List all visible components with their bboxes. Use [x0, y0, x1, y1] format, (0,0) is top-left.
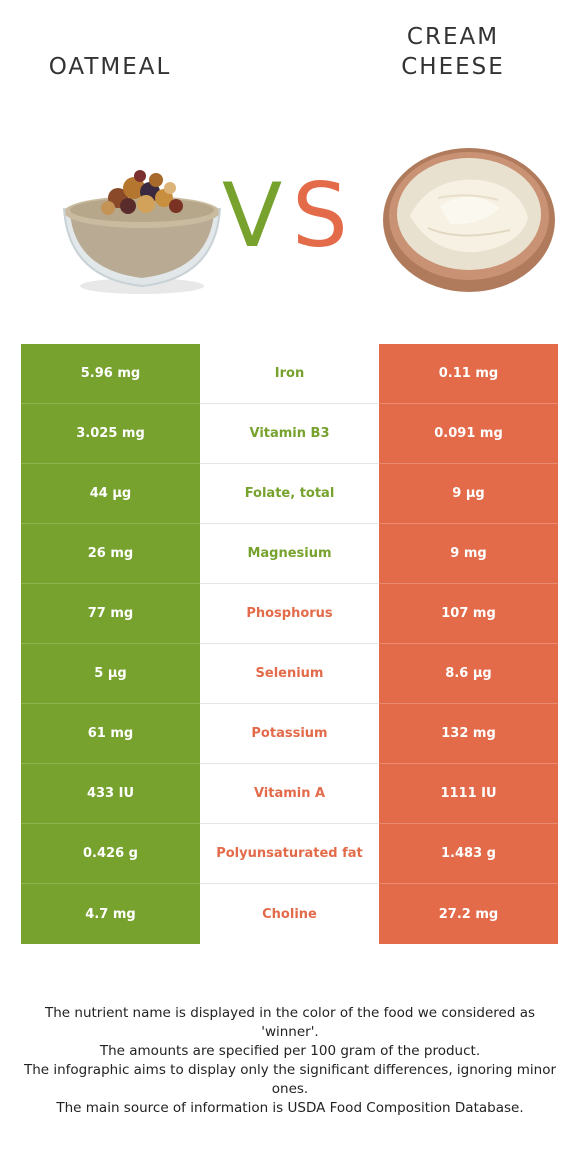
- cream-cheese-title: CREAM CHEESE: [368, 22, 538, 82]
- nutrient-name: Potassium: [200, 704, 379, 764]
- cream-cheese-value: 0.091 mg: [379, 404, 558, 464]
- oatmeal-value: 5 µg: [21, 644, 200, 704]
- oatmeal-value: 0.426 g: [21, 824, 200, 884]
- nutrient-name: Magnesium: [200, 524, 379, 584]
- footer-line-winner: The nutrient name is displayed in the co…: [44, 1005, 536, 1040]
- nutrient-name: Selenium: [200, 644, 379, 704]
- oatmeal-value: 3.025 mg: [21, 404, 200, 464]
- nutrient-name: Vitamin B3: [200, 404, 379, 464]
- oatmeal-value: 77 mg: [21, 584, 200, 644]
- nutrient-name: Choline: [200, 884, 379, 944]
- cream-cheese-value: 9 µg: [379, 464, 558, 524]
- oatmeal-value: 433 IU: [21, 764, 200, 824]
- oatmeal-value: 5.96 mg: [21, 344, 200, 404]
- oatmeal-value: 26 mg: [21, 524, 200, 584]
- vs-letter-v: V: [222, 164, 283, 267]
- oatmeal-bowl-image: [63, 170, 221, 294]
- nutrient-name: Iron: [200, 344, 379, 404]
- comparison-table: 5.96 mg Iron 0.11 mg 3.025 mg Vitamin B3 0.09…: [21, 344, 558, 944]
- table-row: 5.96 mg Iron 0.11 mg: [21, 344, 558, 404]
- table-row: 433 IU Vitamin A 1111 IU: [21, 764, 558, 824]
- cream-cheese-value: 8.6 µg: [379, 644, 558, 704]
- table-row: 4.7 mg Choline 27.2 mg: [21, 884, 558, 944]
- nutrient-name: Phosphorus: [200, 584, 379, 644]
- nutrient-name: Folate, total: [200, 464, 379, 524]
- table-row: 5 µg Selenium 8.6 µg: [21, 644, 558, 704]
- nutrient-name: Polyunsaturated fat: [200, 824, 379, 884]
- cream-cheese-value: 1111 IU: [379, 764, 558, 824]
- nutrient-name: Vitamin A: [200, 764, 379, 824]
- cream-cheese-value: 27.2 mg: [379, 884, 558, 944]
- table-row: 26 mg Magnesium 9 mg: [21, 524, 558, 584]
- cream-cheese-title-line2: CHEESE: [401, 54, 505, 80]
- cream-cheese-value: 0.11 mg: [379, 344, 558, 404]
- table-row: 0.426 g Polyunsaturated fat 1.483 g: [21, 824, 558, 884]
- table-row: 44 µg Folate, total 9 µg: [21, 464, 558, 524]
- cream-cheese-title-line1: CREAM: [406, 24, 500, 50]
- footer-line-amounts: The amounts are specified per 100 gram o…: [99, 1043, 481, 1059]
- footer-notes: The nutrient name is displayed in the co…: [20, 1004, 560, 1118]
- cream-cheese-value: 132 mg: [379, 704, 558, 764]
- cream-cheese-value: 107 mg: [379, 584, 558, 644]
- oatmeal-value: 44 µg: [21, 464, 200, 524]
- footer-line-aims: The infographic aims to display only the…: [23, 1062, 557, 1097]
- table-row: 3.025 mg Vitamin B3 0.091 mg: [21, 404, 558, 464]
- oatmeal-title: OATMEAL: [48, 54, 172, 80]
- oatmeal-value: 4.7 mg: [21, 884, 200, 944]
- cream-cheese-bowl-image: [383, 148, 555, 292]
- table-row: 61 mg Potassium 132 mg: [21, 704, 558, 764]
- oatmeal-value: 61 mg: [21, 704, 200, 764]
- cream-cheese-value: 9 mg: [379, 524, 558, 584]
- footer-line-source: The main source of information is USDA F…: [56, 1100, 524, 1116]
- vs-letter-s: S: [292, 164, 348, 267]
- cream-cheese-value: 1.483 g: [379, 824, 558, 884]
- table-row: 77 mg Phosphorus 107 mg: [21, 584, 558, 644]
